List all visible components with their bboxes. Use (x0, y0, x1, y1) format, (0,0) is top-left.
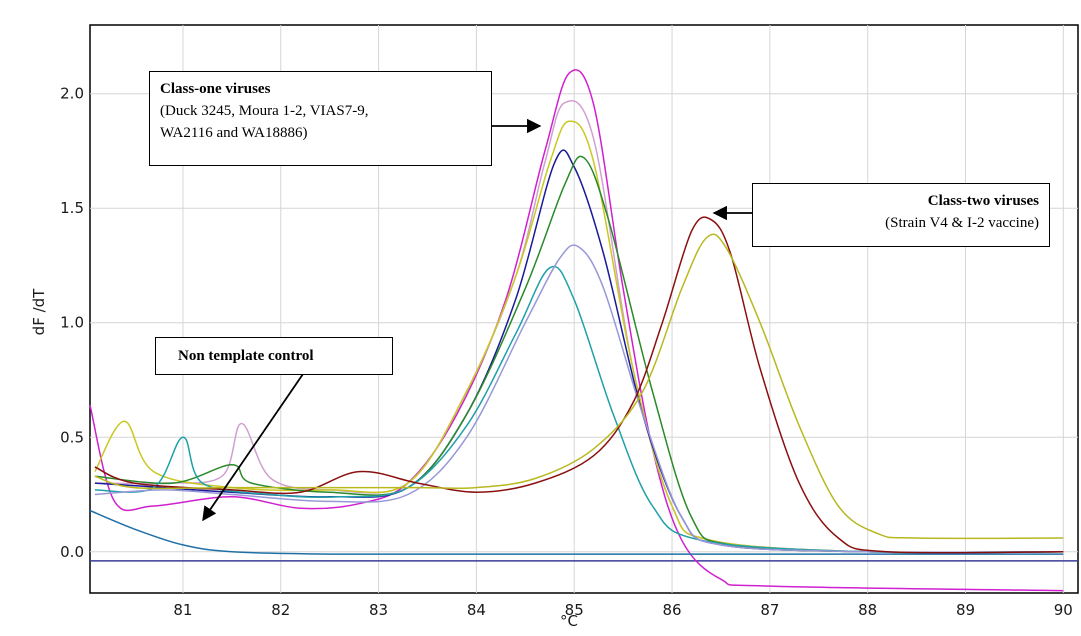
x-tick-label-2: 83 (369, 601, 388, 619)
x-tick-label-1: 82 (271, 601, 290, 619)
x-tick-label-3: 84 (467, 601, 486, 619)
series-line-6 (94, 244, 1064, 554)
x-tick-label-7: 88 (858, 601, 877, 619)
x-tick-label-4: 85 (565, 601, 584, 619)
y-tick-labels: 0.0 0.5 1.0 1.5 2.0 (60, 85, 84, 561)
class-one-annotation: Class-one viruses (Duck 3245, Moura 1-2,… (149, 71, 492, 166)
x-tick-labels: 81 82 83 84 85 86 87 88 89 90 (173, 601, 1072, 619)
class-one-title: Class-one viruses (160, 81, 271, 97)
class-one-line-2: WA2116 and WA18886) (160, 125, 308, 141)
y-tick-label-2: 1.0 (60, 314, 84, 332)
x-tick-label-8: 89 (956, 601, 975, 619)
series-line-8 (94, 233, 1064, 540)
x-axis-title: °C (560, 612, 578, 630)
x-tick-label-9: 90 (1054, 601, 1073, 619)
ntc-arrow (202, 373, 304, 522)
x-tick-label-6: 87 (760, 601, 779, 619)
class-one-line-1: (Duck 3245, Moura 1-2, VIAS7-9, (160, 103, 369, 119)
y-tick-label-4: 2.0 (60, 85, 84, 103)
y-axis-title: dF /dT (30, 288, 48, 335)
x-tick-label-5: 86 (662, 601, 681, 619)
y-tick-label-0: 0.0 (60, 543, 84, 561)
class-two-line-1: (Strain V4 & I-2 vaccine) (885, 215, 1039, 231)
ntc-annotation: Non template control (155, 337, 393, 375)
x-tick-label-0: 81 (173, 601, 192, 619)
y-tick-label-1: 0.5 (60, 428, 84, 446)
class-two-annotation: Class-two viruses (Strain V4 & I-2 vacci… (752, 183, 1050, 247)
ntc-title: Non template control (178, 348, 314, 364)
series-line-9 (89, 509, 1064, 555)
y-tick-label-3: 1.5 (60, 199, 84, 217)
class-two-title: Class-two viruses (927, 193, 1039, 209)
annotation-arrows (202, 118, 752, 522)
series-line-7 (94, 216, 1064, 554)
series-group (89, 69, 1064, 592)
series-line-0 (89, 69, 1064, 592)
